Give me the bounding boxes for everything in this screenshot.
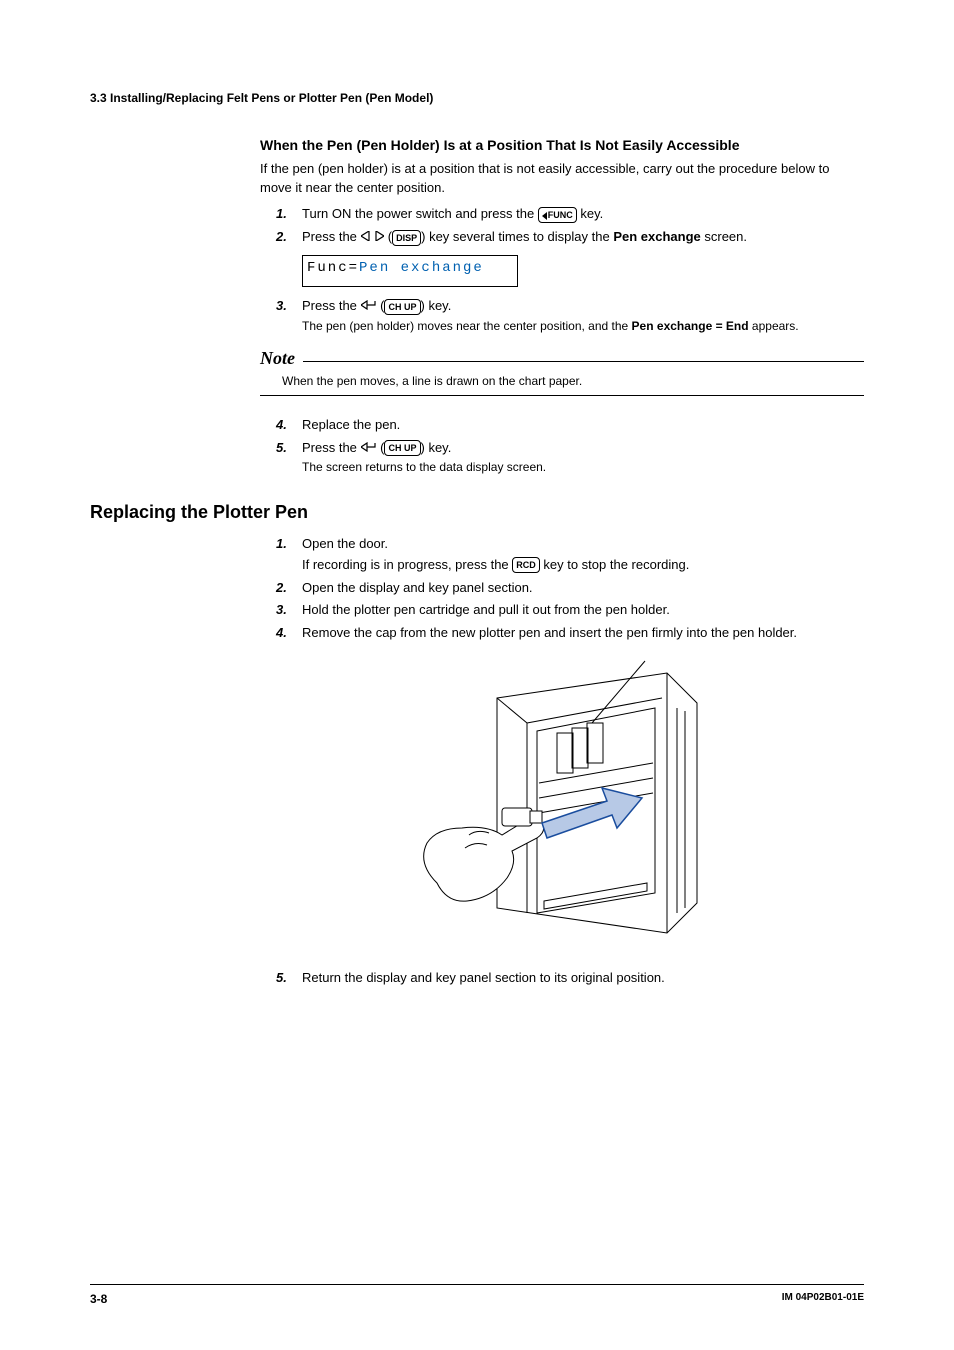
text-fragment: If recording is in progress, press the bbox=[302, 557, 512, 572]
rcd-key-icon: RCD bbox=[512, 557, 540, 573]
step-num: 2. bbox=[276, 228, 302, 247]
step-text: Hold the plotter pen cartridge and pull … bbox=[302, 601, 864, 620]
step-num: 5. bbox=[276, 439, 302, 458]
text-fragment: Turn ON the power switch and press the bbox=[302, 206, 538, 221]
document-id: IM 04P02B01-01E bbox=[782, 1291, 864, 1308]
text-fragment: Open the door. bbox=[302, 536, 388, 551]
subsection-heading: When the Pen (Pen Holder) Is at a Positi… bbox=[260, 135, 864, 155]
step-text: Press the (CH UP) key. The screen return… bbox=[302, 439, 864, 477]
step-2-1: 1. Open the door. If recording is in pro… bbox=[276, 535, 864, 575]
triangle-left-icon bbox=[361, 231, 371, 241]
step-num: 4. bbox=[276, 416, 302, 435]
text-fragment: ) key several times to display the bbox=[421, 229, 613, 244]
step-5: 5. Press the (CH UP) key. The screen ret… bbox=[276, 439, 864, 477]
step-num: 3. bbox=[276, 601, 302, 620]
step-num: 1. bbox=[276, 205, 302, 224]
triangle-right-icon bbox=[374, 231, 384, 241]
note-rule-bottom bbox=[260, 395, 864, 396]
step-2-4: 4. Remove the cap from the new plotter p… bbox=[276, 624, 864, 643]
enter-icon bbox=[361, 300, 377, 310]
step-text: Open the door. If recording is in progre… bbox=[302, 535, 864, 575]
step-text: Replace the pen. bbox=[302, 416, 864, 435]
section-header: 3.3 Installing/Replacing Felt Pens or Pl… bbox=[90, 90, 864, 107]
chup-key-icon: CH UP bbox=[384, 440, 420, 456]
text-fragment: ) key. bbox=[421, 440, 452, 455]
step-2: 2. Press the (DISP) key several times to… bbox=[276, 228, 864, 247]
step-4: 4. Replace the pen. bbox=[276, 416, 864, 435]
step-list-2b: 5. Return the display and key panel sect… bbox=[260, 969, 864, 988]
text-fragment: key to stop the recording. bbox=[540, 557, 690, 572]
note-text: When the pen moves, a line is drawn on t… bbox=[260, 371, 864, 394]
step-subtext: The pen (pen holder) moves near the cent… bbox=[302, 318, 864, 335]
bold-text: Pen exchange = End bbox=[632, 319, 749, 333]
step-text: Return the display and key panel section… bbox=[302, 969, 864, 988]
step-num: 2. bbox=[276, 579, 302, 598]
text-fragment: Press the bbox=[302, 298, 361, 313]
step-1: 1. Turn ON the power switch and press th… bbox=[276, 205, 864, 224]
step-num: 1. bbox=[276, 535, 302, 554]
step-list-2: 1. Open the door. If recording is in pro… bbox=[260, 535, 864, 643]
bold-text: Pen exchange bbox=[613, 229, 700, 244]
enter-icon bbox=[361, 442, 377, 452]
step-2-3: 3. Hold the plotter pen cartridge and pu… bbox=[276, 601, 864, 620]
step-text: Remove the cap from the new plotter pen … bbox=[302, 624, 864, 643]
chup-key-icon: CH UP bbox=[384, 299, 420, 315]
step-num: 4. bbox=[276, 624, 302, 643]
display-value: Pen exchange bbox=[359, 260, 484, 276]
step-subtext: If recording is in progress, press the R… bbox=[302, 556, 864, 575]
step-text: Turn ON the power switch and press the F… bbox=[302, 205, 864, 224]
step-num: 5. bbox=[276, 969, 302, 988]
text-fragment: screen. bbox=[701, 229, 747, 244]
text-fragment: ) key. bbox=[421, 298, 452, 313]
plotter-diagram bbox=[407, 653, 717, 953]
text-fragment: Press the bbox=[302, 229, 361, 244]
intro-text: If the pen (pen holder) is at a position… bbox=[260, 160, 864, 198]
text-fragment: appears. bbox=[749, 319, 799, 333]
lcd-display: Func=Pen exchange bbox=[302, 255, 518, 287]
page-footer: 3-8 IM 04P02B01-01E bbox=[90, 1284, 864, 1308]
step-text: Press the (DISP) key several times to di… bbox=[302, 228, 864, 247]
key-text: FUNC bbox=[548, 210, 573, 220]
step-num: 3. bbox=[276, 297, 302, 316]
text-fragment: Press the bbox=[302, 440, 361, 455]
section-heading-2: Replacing the Plotter Pen bbox=[90, 499, 864, 525]
note-rule-top bbox=[303, 361, 864, 362]
note-label: Note bbox=[260, 345, 295, 371]
disp-key-icon: DISP bbox=[392, 230, 421, 246]
func-key-icon: FUNC bbox=[538, 207, 577, 223]
step-2-2: 2. Open the display and key panel sectio… bbox=[276, 579, 864, 598]
text-fragment: key. bbox=[577, 206, 604, 221]
text-fragment: The pen (pen holder) moves near the cent… bbox=[302, 319, 632, 333]
step-text: Press the (CH UP) key. The pen (pen hold… bbox=[302, 297, 864, 335]
note-block: Note When the pen moves, a line is drawn… bbox=[260, 345, 864, 395]
display-prefix: Func= bbox=[307, 260, 359, 276]
page-number: 3-8 bbox=[90, 1291, 107, 1308]
step-subtext: The screen returns to the data display s… bbox=[302, 459, 864, 476]
step-list-1b: 3. Press the (CH UP) key. The pen (pen h… bbox=[260, 297, 864, 335]
step-list-1c: 4. Replace the pen. 5. Press the (CH UP)… bbox=[260, 416, 864, 477]
step-text: Open the display and key panel section. bbox=[302, 579, 864, 598]
step-list-1: 1. Turn ON the power switch and press th… bbox=[260, 205, 864, 247]
step-3: 3. Press the (CH UP) key. The pen (pen h… bbox=[276, 297, 864, 335]
step-2-5: 5. Return the display and key panel sect… bbox=[276, 969, 864, 988]
